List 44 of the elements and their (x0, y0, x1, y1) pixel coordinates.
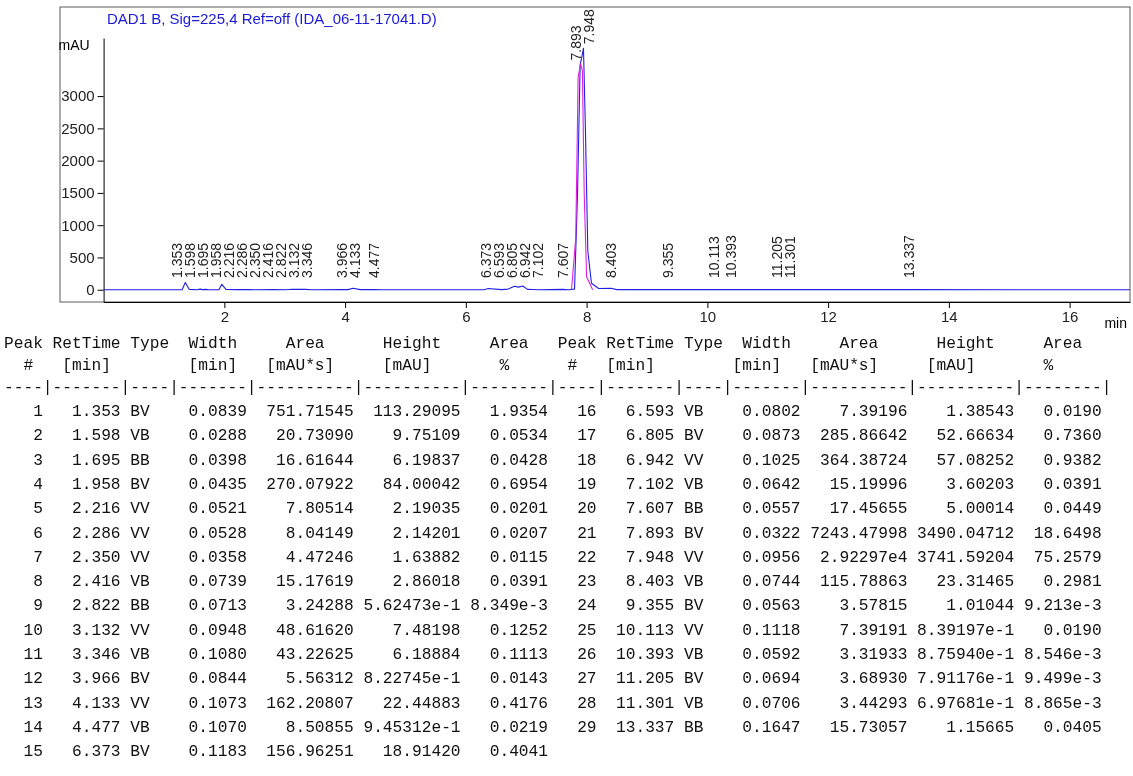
x-tick-label: 12 (820, 307, 837, 325)
x-tick-label: 8 (582, 307, 592, 325)
y-axis-title: mAU (58, 37, 90, 53)
text: 15 6.373 BV 0.1183 156.96251 18.91420 0.4041 (4, 743, 548, 762)
text: 9 2.822 BB 0.0713 3.24288 5.62473e-1 8.349e-3 24 9.355 BV 0.0563 3.57815 1.01044 9.213e-3 (4, 597, 1102, 616)
text: 5 2.216 VV 0.0521 7.80514 2.19035 0.0201 20 7.607 BB 0.0557 17.45655 5.00014 0.0449 (4, 500, 1102, 519)
y-tick-label: 2500 (61, 119, 95, 137)
y-tick-label: 3000 (61, 87, 95, 105)
text: 11 3.346 VB 0.1080 43.22625 6.18884 0.1113 26 10.393 VB 0.0592 3.31933 8.75940e-1 8.546e-3 (4, 646, 1102, 664)
text: 2 1.598 VB 0.0288 20.73090 9.75109 0.0534 17 6.805 BV 0.0873 285.86642 52.66634 0.7360 (4, 427, 1102, 446)
text: 8 2.416 VB 0.0739 15.17619 2.86018 0.0391 23 8.403 VB 0.0744 115.78863 23.31465 0.2981 (4, 573, 1102, 592)
text: 13 4.133 VV 0.1073 162.20807 22.44883 0.4176 28 11.301 VB 0.0706 3.44293 6.97681e-1 8.865e-3 (4, 694, 1102, 713)
y-tick-label: 0 (86, 281, 95, 299)
text: 4 1.958 BV 0.0435 270.07922 84.00042 0.6954 19 7.102 VB 0.0642 15.19996 3.60203 0.0391 (4, 475, 1102, 494)
annotation: 10.113 (706, 236, 723, 278)
annotation: 10.393 (723, 234, 740, 278)
x-tick-label: 2 (220, 307, 230, 325)
text: Peak RetTime Type Width Area Height Area Peak RetTime Type Width Area Height Area (4, 335, 1102, 353)
text: 1 1.353 BV 0.0839 751.71545 113.29095 1.9354 16 6.593 VB 0.0802 7.39196 1.38543 0.0190 (4, 403, 1102, 421)
y-tick-label: 1500 (61, 184, 95, 202)
text: ----|-------|----|-------|----------|----------|--------|----|-------|----|-------|----------|----------|--------| (4, 379, 1112, 397)
x-tick-label: 16 (1061, 307, 1079, 325)
text: 6 2.286 VV 0.0528 8.04149 2.14201 0.0207 21 7.893 BV 0.0322 7243.47998 3490.04712 18.6498 (4, 524, 1102, 543)
annotation: 4.477 (365, 242, 382, 278)
x-tick-label: 6 (462, 307, 471, 325)
annotation: 9.355 (660, 242, 677, 278)
text: 7 2.350 VV 0.0358 4.47246 1.63882 0.0115 22 7.948 VV 0.0956 2.92297e4 3741.59204 75.2579 (4, 548, 1102, 567)
annotation: 13.337 (900, 234, 917, 278)
y-tick-label: 2000 (61, 151, 95, 169)
chart-title: DAD1 B, Sig=225,4 Ref=off (IDA_06-11-17041.D) (107, 10, 437, 27)
y-tick-label: 500 (69, 248, 95, 266)
x-axis-title: min (1104, 315, 1127, 331)
text: 12 3.966 BV 0.0844 5.56312 8.22745e-1 0.0143 27 11.205 BV 0.0694 3.68930 7.91176e-1 9.499e-3 (4, 670, 1102, 689)
x-tick-label: 4 (341, 307, 350, 325)
text: 3 1.695 BB 0.0398 16.61644 6.19837 0.0428 18 6.942 VV 0.1025 364.38724 57.08252 0.9382 (4, 451, 1102, 470)
x-tick-label: 10 (699, 307, 717, 325)
annotation: 7.607 (554, 242, 571, 278)
annotation: 8.403 (602, 242, 619, 278)
text: # [min] [min] [mAU*s] [mAU] % # [min] [min] [mAU*s] [mAU] % (4, 357, 1083, 375)
x-tick-label: 14 (941, 307, 958, 325)
y-tick-label: 1000 (61, 216, 95, 234)
text: 10 3.132 VV 0.0948 48.61620 7.48198 0.1252 25 10.113 VV 0.1118 7.39191 8.39197e-1 0.0190 (4, 621, 1102, 640)
line-series (570, 63, 594, 291)
text: 14 4.477 VB 0.1070 8.50855 9.45312e-1 0.0219 29 13.337 BB 0.1647 15.73057 1.15665 0.0405 (4, 718, 1102, 737)
